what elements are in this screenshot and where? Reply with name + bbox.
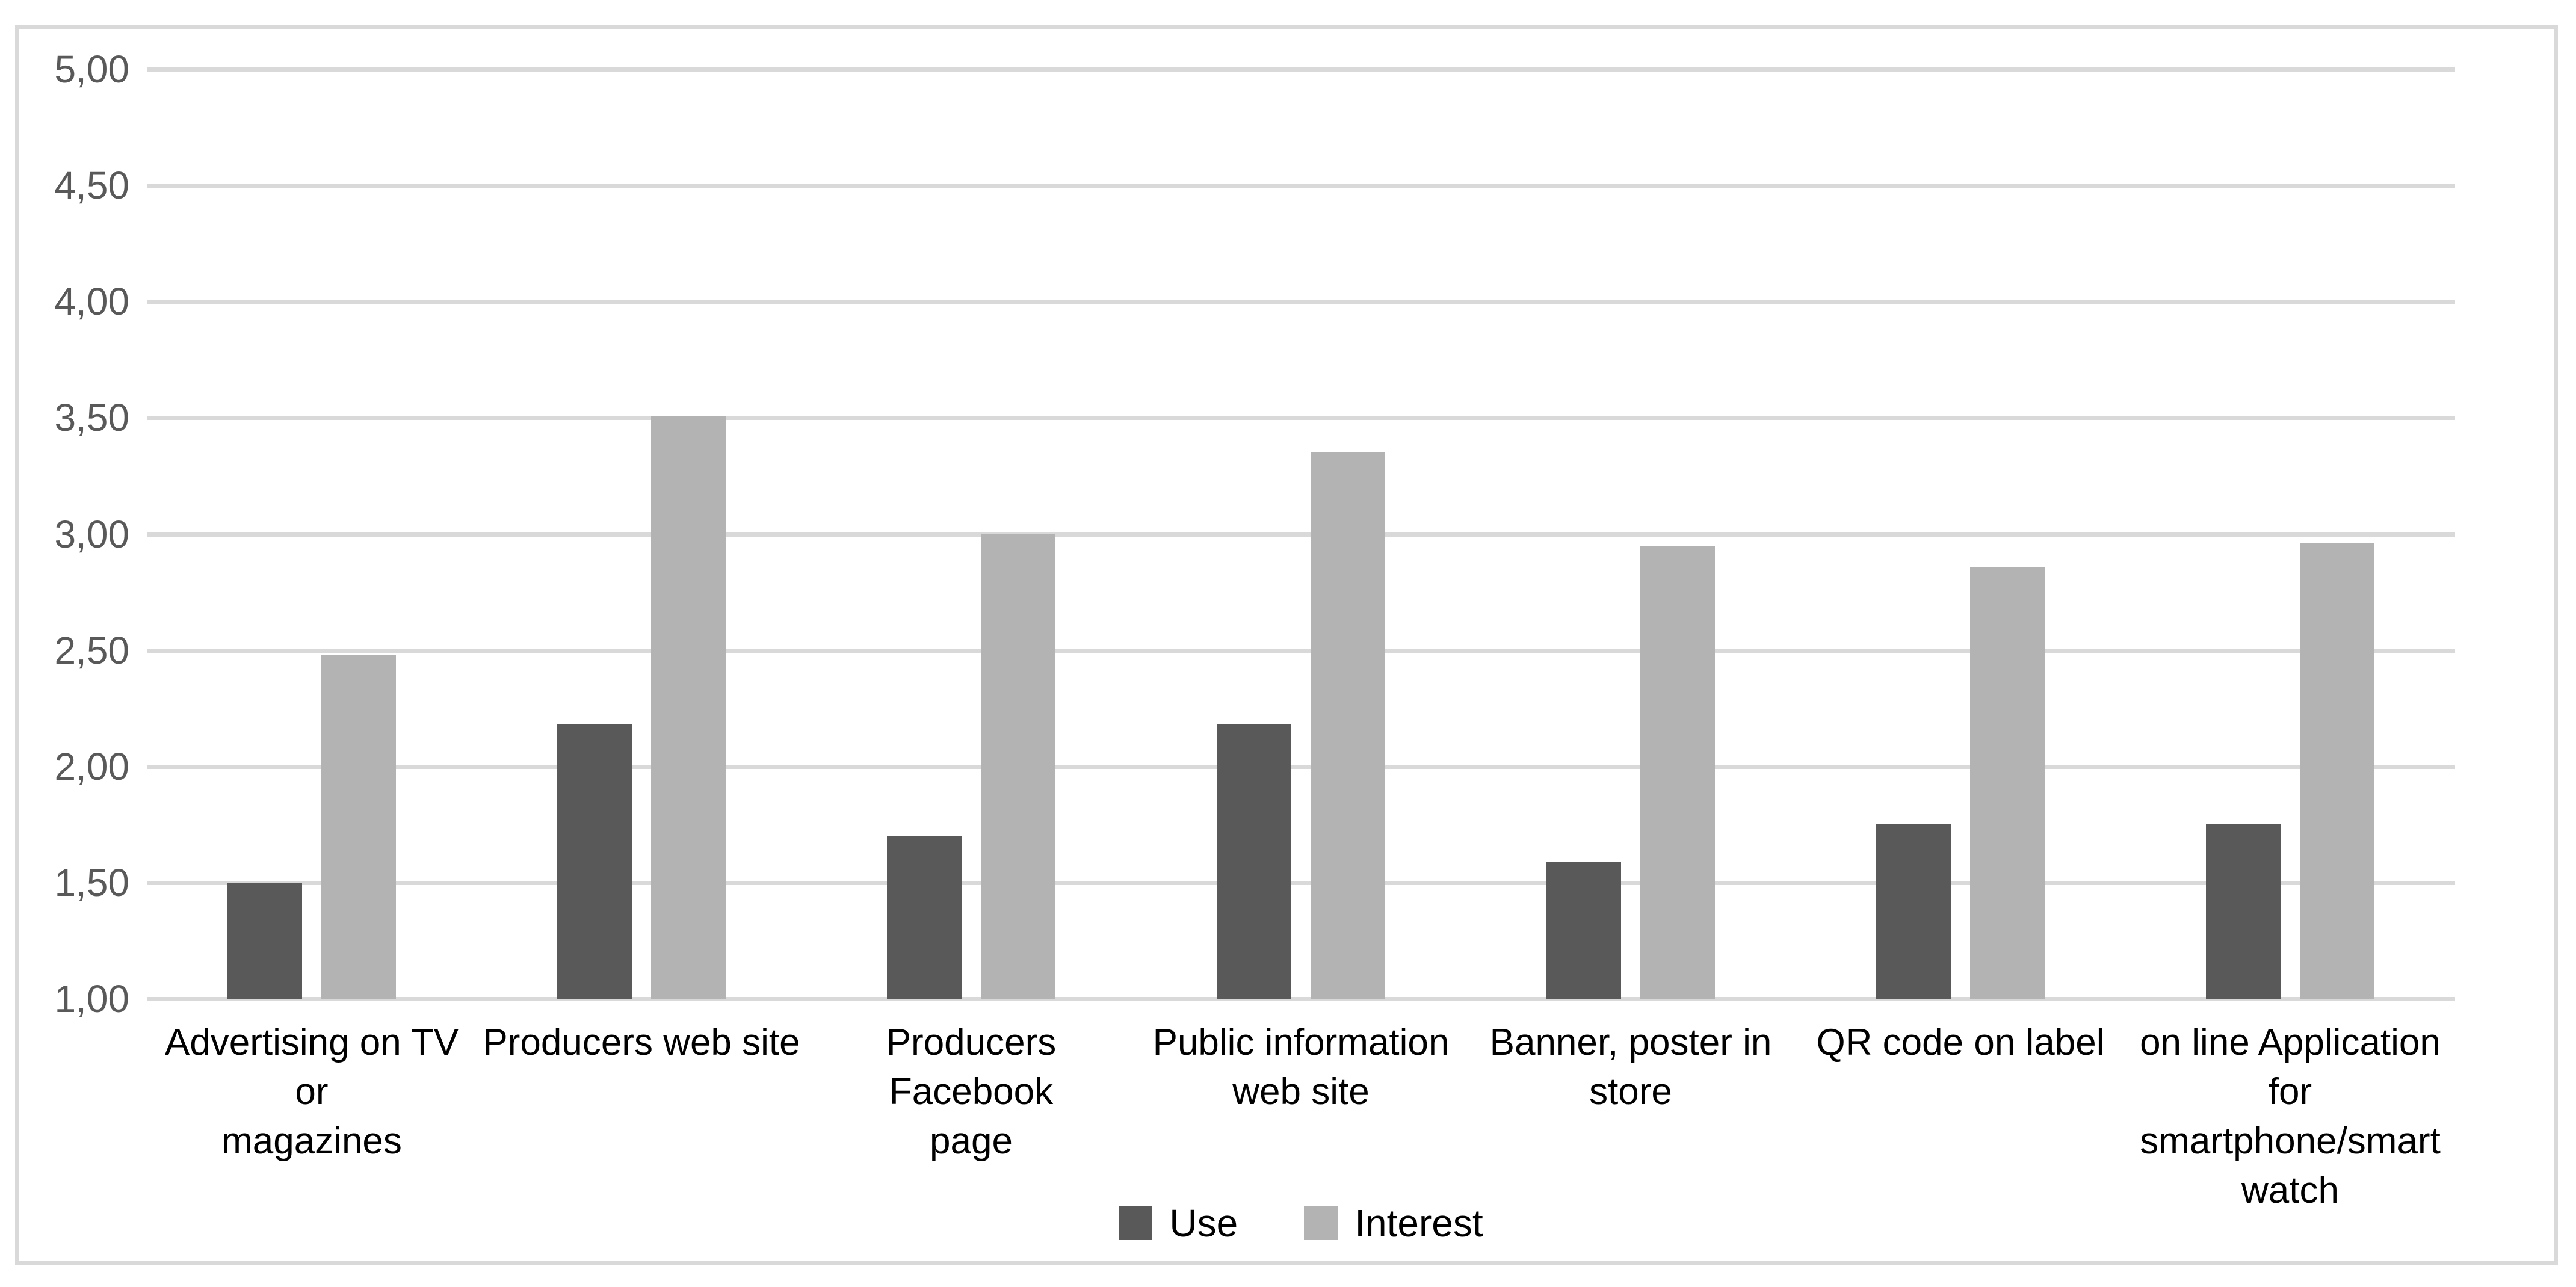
y-tick-label: 3,00 <box>54 512 129 556</box>
gridline <box>147 300 2455 304</box>
bar-use-3 <box>1217 724 1291 999</box>
bar-use-6 <box>2206 824 2281 999</box>
gridline <box>147 416 2455 421</box>
legend-item-interest: Interest <box>1304 1201 1483 1245</box>
y-tick-label: 4,50 <box>54 164 129 208</box>
gridline <box>147 880 2455 885</box>
gridline <box>147 648 2455 653</box>
bar-use-1 <box>557 724 632 999</box>
x-category-label: Producers web site <box>483 1022 800 1063</box>
bar-interest-3 <box>1311 452 1385 999</box>
y-tick-label: 4,00 <box>54 280 129 324</box>
plot-area <box>147 67 2455 1001</box>
x-category-label: QR code on label <box>1816 1022 2105 1063</box>
gridline <box>147 67 2455 72</box>
gridline <box>147 997 2455 1001</box>
y-tick-label: 1,00 <box>54 977 129 1020</box>
y-tick-label: 2,00 <box>54 744 129 788</box>
gridline <box>147 184 2455 188</box>
bar-use-0 <box>227 883 302 999</box>
chart-frame <box>15 25 2558 1265</box>
bar-use-2 <box>887 836 962 999</box>
bar-use-4 <box>1546 862 1621 999</box>
use-series-label: Use <box>1169 1202 1238 1245</box>
y-tick-label: 1,50 <box>54 860 129 904</box>
bar-interest-4 <box>1640 546 1715 999</box>
x-category-label: Advertising on TV or magazines <box>164 1022 459 1162</box>
gridline <box>147 532 2455 537</box>
x-category-label: Public information web site <box>1152 1022 1450 1113</box>
x-category-label: Producers Facebook page <box>886 1022 1057 1162</box>
interest-series-label: Interest <box>1354 1202 1483 1245</box>
y-tick-label: 5,00 <box>54 48 129 91</box>
y-tick-label: 3,50 <box>54 396 129 440</box>
interest-series-swatch <box>1304 1206 1338 1240</box>
legend: Use Interest <box>147 1201 2455 1245</box>
x-category-label: Banner, poster in store <box>1489 1022 1772 1113</box>
use-series-swatch <box>1119 1206 1153 1240</box>
bar-interest-2 <box>981 534 1055 999</box>
legend-item-use: Use <box>1119 1201 1238 1245</box>
bar-use-5 <box>1876 824 1951 999</box>
x-category-label: on line Application for smartphone/smart… <box>2140 1022 2441 1211</box>
bar-interest-1 <box>651 416 726 999</box>
bar-interest-5 <box>1970 567 2045 999</box>
gridline <box>147 764 2455 769</box>
bar-interest-6 <box>2300 543 2374 999</box>
bar-interest-0 <box>321 655 396 999</box>
y-tick-label: 2,50 <box>54 628 129 672</box>
